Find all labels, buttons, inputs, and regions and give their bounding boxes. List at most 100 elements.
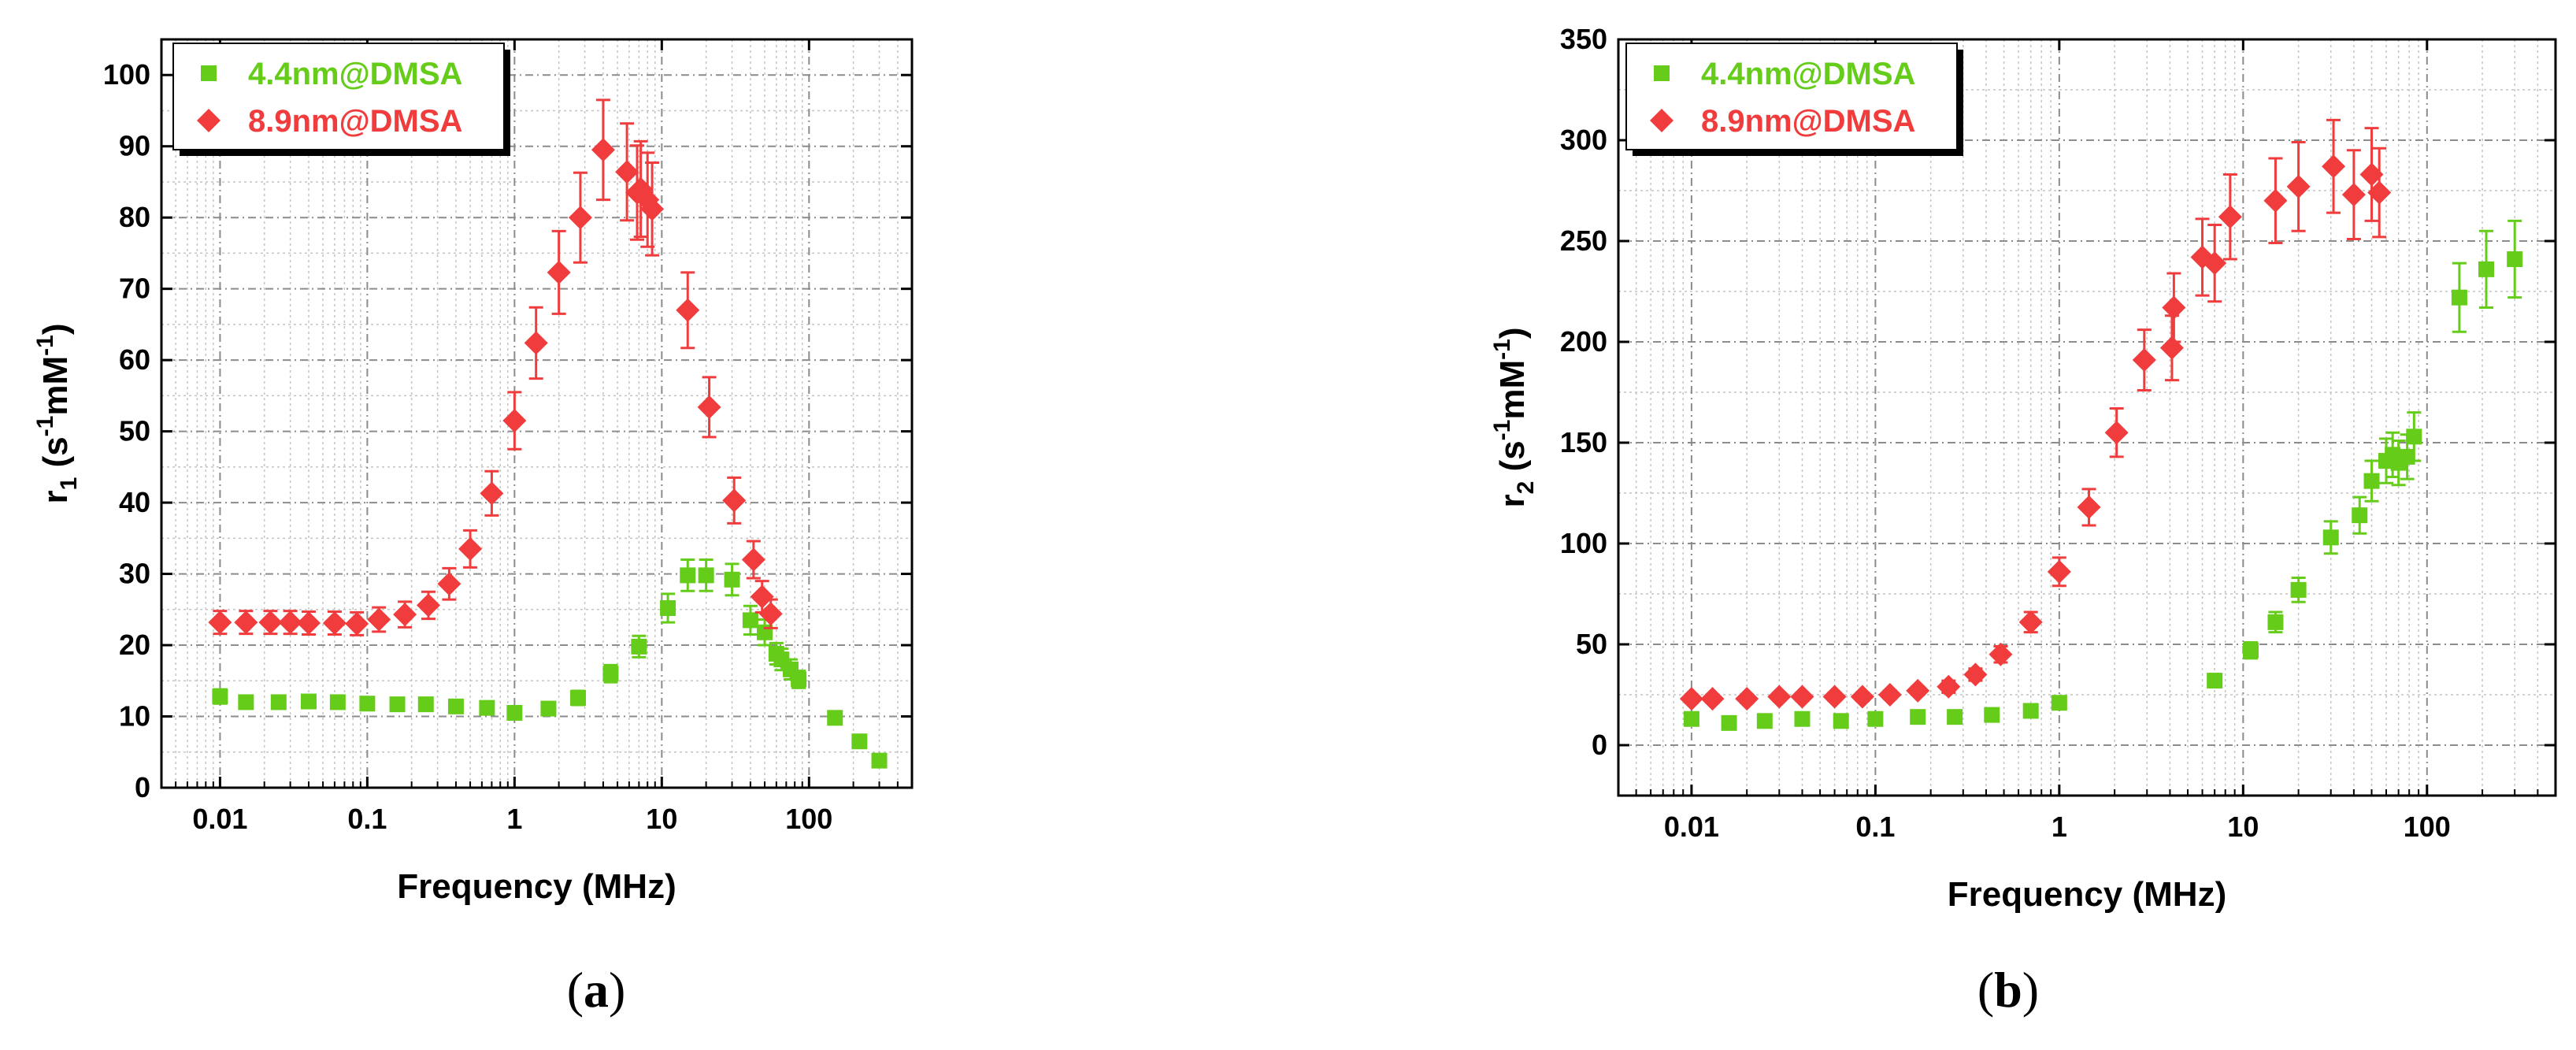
data-point — [1833, 713, 1849, 729]
x-tick-label: 100 — [785, 803, 832, 835]
data-point — [680, 567, 696, 584]
data-point — [2322, 529, 2339, 546]
x-tick-label: 10 — [2227, 811, 2259, 843]
series-8.9nm@DMSA — [208, 98, 783, 636]
data-point — [871, 752, 888, 769]
data-point — [758, 602, 783, 626]
data-point — [631, 638, 647, 655]
legend-marker — [201, 65, 217, 81]
y-axis-title-part: ) — [1493, 328, 1532, 339]
data-point — [2359, 162, 2384, 187]
series-8.9nm@DMSA — [1679, 118, 2392, 711]
data-point — [2290, 581, 2307, 598]
data-point — [359, 696, 376, 712]
data-point — [697, 395, 721, 419]
data-point — [640, 197, 665, 221]
data-point — [2507, 251, 2523, 268]
data-point — [506, 705, 523, 721]
y-axis-title-part: 2 — [1513, 481, 1539, 495]
y-tick-label: 150 — [1560, 426, 1607, 458]
y-axis-title-part: mM — [36, 356, 75, 416]
legend: 4.4nm@DMSA 8.9nm@DMSA — [1625, 43, 1963, 156]
x-tick-label: 1 — [2052, 811, 2067, 843]
y-tick-label: 10 — [119, 700, 150, 733]
y-tick-label: 90 — [119, 130, 150, 162]
data-point — [2203, 251, 2227, 276]
data-point — [1867, 711, 1884, 727]
y-tick-label: 350 — [1560, 23, 1607, 55]
legend-marker — [197, 109, 221, 132]
data-point — [741, 547, 765, 572]
data-point — [547, 260, 571, 284]
data-point — [1756, 713, 1773, 729]
data-point — [568, 206, 592, 230]
data-point — [2159, 336, 2184, 360]
data-point — [2478, 261, 2495, 277]
y-tick-label: 250 — [1560, 224, 1607, 257]
data-point — [2451, 289, 2467, 306]
data-point — [540, 700, 557, 717]
y-tick-label: 0 — [135, 771, 150, 803]
data-point — [329, 694, 346, 711]
data-point — [2051, 695, 2067, 711]
data-point — [458, 536, 483, 561]
data-point — [2286, 174, 2311, 198]
legend: 4.4nm@DMSA 8.9nm@DMSA — [172, 43, 510, 156]
y-tick-label: 40 — [119, 486, 150, 518]
x-axis-ticks: 0.01 0.1 1 10 100 — [175, 39, 899, 835]
data-point — [676, 298, 700, 322]
plot-frame — [1617, 38, 2557, 797]
data-point — [479, 699, 495, 716]
y-axis-ticks: 0 50 100 150 200 250 300 350 — [1560, 23, 2556, 761]
data-point — [2341, 183, 2366, 207]
data-point — [1906, 678, 1930, 703]
caption-a-open: ( — [566, 962, 584, 1018]
data-point — [660, 600, 676, 616]
series-4.4nm@DMSA — [1683, 219, 2523, 731]
chart-panel-b: 0.01 0.1 1 10 100 0 50 100 150 200 250 300 350 Freque… — [1489, 23, 2557, 914]
x-tick-label: 0.1 — [347, 803, 387, 835]
caption-a: (a) — [517, 961, 675, 1019]
data-point — [2399, 448, 2415, 465]
caption-a-letter: a — [584, 962, 609, 1018]
data-point — [480, 481, 504, 506]
y-tick-label: 100 — [1560, 527, 1607, 559]
data-point — [2022, 703, 2039, 719]
x-tick-label: 0.01 — [192, 803, 247, 835]
data-point — [270, 694, 287, 711]
data-point — [591, 138, 615, 162]
data-point — [1822, 685, 1847, 709]
y-axis-title: r1 (s-1mM-1) — [32, 324, 82, 504]
data-point — [416, 593, 440, 618]
data-point — [1794, 711, 1811, 727]
legend-marker — [1654, 65, 1670, 81]
data-point — [2363, 473, 2380, 489]
legend-marker — [1650, 109, 1673, 132]
data-point — [1877, 683, 1902, 707]
legend-label: 8.9nm@DMSA — [1701, 104, 1915, 139]
data-point — [1910, 709, 1926, 725]
data-point — [1790, 685, 1814, 709]
data-point — [322, 611, 347, 635]
data-point — [698, 567, 714, 584]
data-point — [570, 690, 587, 706]
data-point — [1700, 687, 1725, 711]
data-point — [296, 611, 321, 635]
y-tick-label: 70 — [119, 273, 150, 305]
caption-b-close: ) — [2022, 962, 2040, 1018]
caption-b-open: ( — [1977, 962, 1995, 1018]
y-tick-label: 100 — [103, 58, 150, 91]
data-point — [2162, 295, 2186, 320]
legend-label: 4.4nm@DMSA — [248, 57, 462, 91]
x-axis-ticks: 0.01 0.1 1 10 100 — [1635, 39, 2539, 843]
y-tick-label: 0 — [1592, 729, 1607, 761]
x-tick-label: 0.1 — [1855, 811, 1895, 843]
y-axis-title-part: (s — [1493, 440, 1532, 480]
y-axis-title-part: r — [36, 490, 75, 503]
data-point — [258, 610, 283, 635]
data-point — [1683, 711, 1699, 727]
data-point — [1735, 687, 1759, 711]
data-point — [827, 710, 843, 726]
y-tick-label: 50 — [1576, 628, 1607, 660]
y-axis-title-part: -1 — [32, 335, 58, 356]
